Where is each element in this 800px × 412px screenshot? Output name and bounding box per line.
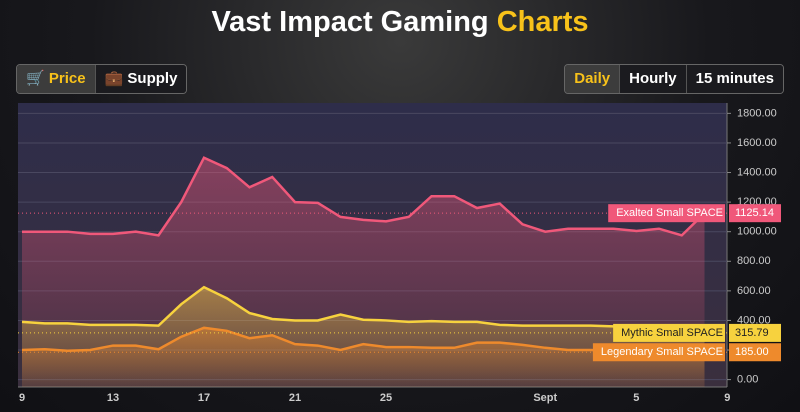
y-tick-label: 1400.00 xyxy=(737,166,777,178)
x-tick-label: 9 xyxy=(19,392,25,404)
tab-supply[interactable]: 💼 Supply xyxy=(95,65,187,93)
series-line xyxy=(22,156,706,237)
series-line xyxy=(21,326,705,354)
series-name: Legendary Small SPACE xyxy=(601,346,723,358)
tab-group: 🛒 Price 💼 Supply xyxy=(16,64,188,94)
y-tick-label: 1000.00 xyxy=(737,226,777,238)
range-hourly[interactable]: Hourly xyxy=(620,65,687,93)
y-tick-label: 1800.00 xyxy=(737,107,777,119)
range-group: Daily Hourly 15 minutes xyxy=(564,64,784,94)
range-15min[interactable]: 15 minutes xyxy=(686,65,783,93)
title-main: Vast Impact Gaming xyxy=(211,6,489,38)
price-label: 1125.14 xyxy=(735,207,774,219)
price-label: 185.00 xyxy=(735,346,769,358)
y-tick-label: 800.00 xyxy=(737,255,771,267)
series-name-box xyxy=(592,343,725,362)
tab-label: Price xyxy=(48,70,86,87)
tab-label: Supply xyxy=(127,70,178,87)
title-highlight: Charts xyxy=(496,6,589,38)
series-name: Exalted Small SPACE xyxy=(616,207,723,219)
x-tick-label: 13 xyxy=(107,392,119,404)
x-tick-label: 17 xyxy=(198,392,210,404)
y-tick-label: 600.00 xyxy=(737,285,771,297)
x-tick-label: Sept xyxy=(533,392,557,404)
y-tick-label: 1600.00 xyxy=(737,137,777,149)
x-tick-label: 25 xyxy=(380,392,392,404)
price-box xyxy=(729,343,781,362)
price-label: 315.79 xyxy=(735,327,769,339)
price-box xyxy=(729,204,781,223)
series-area xyxy=(22,327,705,387)
tab-price[interactable]: 🛒 Price xyxy=(17,65,96,93)
price-box xyxy=(729,323,781,342)
y-tick-label: 0.00 xyxy=(737,374,758,386)
y-tick-label: 400.00 xyxy=(737,314,771,326)
series-name: Mythic Small SPACE xyxy=(621,327,723,339)
series-name-box xyxy=(613,323,725,342)
x-tick-label: 21 xyxy=(289,392,301,404)
range-daily[interactable]: Daily xyxy=(565,65,621,93)
x-tick-label: 5 xyxy=(633,392,639,404)
x-tick-label: 9 xyxy=(724,392,730,404)
series-line xyxy=(21,285,705,335)
series-name-box xyxy=(608,204,725,223)
title: Vast Impact Gaming Charts xyxy=(0,6,800,39)
